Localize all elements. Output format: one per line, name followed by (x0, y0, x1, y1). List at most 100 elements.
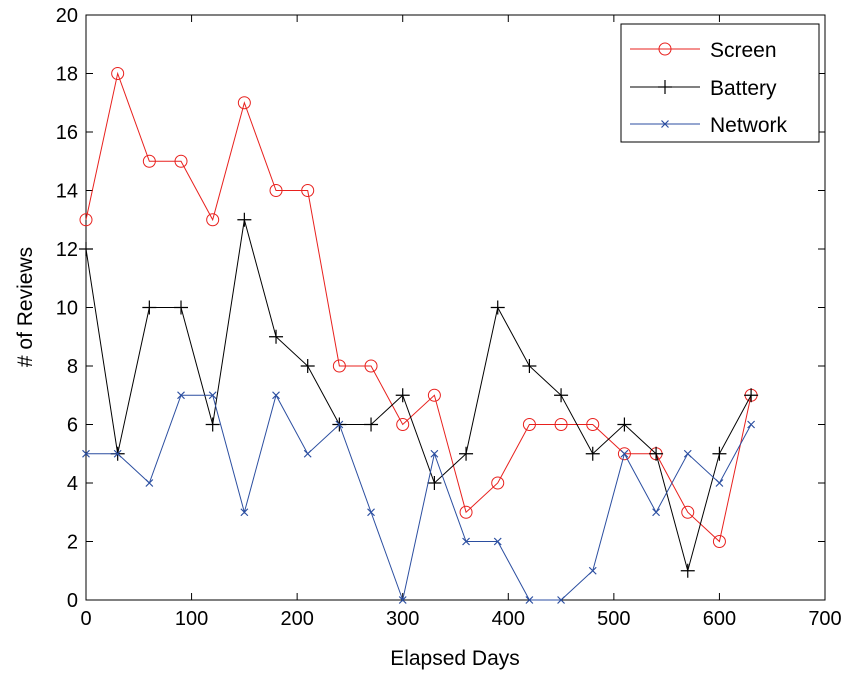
data-point-battery (395, 388, 410, 403)
data-point-battery (680, 563, 695, 578)
data-point-screen (712, 535, 726, 548)
data-point-network (240, 508, 249, 517)
x-tick-label: 0 (80, 608, 91, 630)
data-point-screen (142, 154, 156, 168)
data-point-network (145, 479, 154, 487)
data-point-battery (300, 359, 315, 373)
data-point-network (747, 420, 756, 429)
y-tick-label: 14 (56, 181, 78, 203)
series-line-battery (85, 219, 752, 573)
series-line-network (86, 393, 752, 602)
data-point-network (303, 449, 312, 458)
series-network (82, 391, 756, 604)
data-point-battery (205, 417, 220, 432)
data-point-battery (459, 446, 474, 461)
x-tick-label: 400 (492, 608, 525, 630)
data-point-screen (459, 505, 473, 519)
data-point-network (430, 449, 439, 458)
x-tick-label: 500 (597, 608, 630, 630)
legend: Screen Battery Network (620, 23, 820, 143)
data-point-battery (79, 242, 93, 256)
data-point-network (493, 537, 502, 546)
data-point-screen (332, 359, 346, 373)
data-point-battery (490, 300, 505, 315)
series-line-screen (85, 71, 752, 543)
x-tick-label: 700 (808, 608, 841, 630)
data-point-screen (427, 388, 441, 402)
data-point-screen (554, 418, 568, 431)
x-tick-label: 600 (703, 608, 736, 630)
data-point-battery (364, 417, 379, 432)
y-tick-label: 2 (67, 532, 78, 554)
y-tick-label: 16 (56, 122, 78, 144)
x-tick-label: 100 (175, 608, 208, 630)
data-point-network (715, 479, 724, 487)
data-point-network (335, 420, 344, 429)
data-point-screen (301, 184, 315, 197)
y-tick-label: 10 (56, 298, 78, 320)
legend-marker (658, 42, 672, 56)
y-tick-label: 4 (67, 473, 78, 495)
data-point-network (462, 537, 470, 546)
data-point-network (557, 596, 565, 604)
y-tick-label: 8 (67, 356, 78, 378)
data-point-screen (206, 213, 220, 227)
data-point-battery (712, 446, 727, 461)
data-point-screen (617, 447, 631, 461)
legend-item-network: Network (630, 114, 788, 137)
data-point-screen (522, 418, 536, 431)
legend-item-screen: Screen (630, 39, 777, 62)
data-point-screen (111, 67, 125, 80)
data-point-network (525, 596, 534, 604)
data-point-network (620, 449, 629, 458)
data-point-network (367, 508, 375, 517)
data-point-battery (174, 300, 189, 315)
y-tick-label: 0 (67, 590, 78, 612)
data-point-screen (237, 96, 251, 110)
data-point-screen (681, 505, 695, 519)
data-point-network (82, 449, 90, 458)
y-tick-label: 20 (56, 5, 78, 27)
data-point-battery (744, 388, 759, 403)
legend-marker (658, 80, 672, 94)
data-point-network (398, 596, 407, 604)
data-point-screen (269, 184, 283, 197)
legend-box (620, 23, 820, 143)
series-screen (79, 67, 758, 548)
data-point-network (588, 566, 597, 575)
x-axis-label: Elapsed Days (390, 647, 520, 670)
data-point-battery (554, 388, 569, 403)
y-axis-label: # of Reviews (14, 247, 37, 367)
data-point-battery (617, 417, 632, 432)
data-point-network (113, 449, 122, 458)
data-point-battery (649, 446, 664, 461)
data-point-battery (237, 212, 252, 227)
legend-label: Network (710, 114, 788, 137)
data-point-network (177, 391, 185, 400)
data-point-screen (174, 154, 188, 168)
series-layer (79, 67, 759, 604)
x-tick-label: 200 (280, 608, 313, 630)
data-point-network (683, 449, 692, 458)
data-point-screen (364, 359, 378, 373)
data-point-network (208, 391, 217, 400)
data-point-battery (427, 476, 442, 490)
data-point-battery (522, 359, 537, 373)
data-point-battery (585, 446, 600, 461)
series-battery (79, 212, 759, 578)
data-point-screen (491, 476, 505, 490)
data-point-battery (142, 300, 157, 315)
legend-label: Screen (710, 39, 777, 62)
data-point-network (652, 508, 661, 517)
y-tick-label: 6 (67, 415, 78, 437)
data-point-screen (79, 213, 93, 227)
legend-marker (661, 120, 669, 128)
legend-item-battery: Battery (630, 77, 777, 100)
data-point-network (272, 391, 280, 400)
data-point-screen (396, 418, 410, 431)
y-tick-label: 12 (56, 239, 78, 261)
data-point-battery (269, 329, 284, 344)
y-tick-label: 18 (56, 64, 78, 86)
data-point-screen (586, 418, 600, 431)
